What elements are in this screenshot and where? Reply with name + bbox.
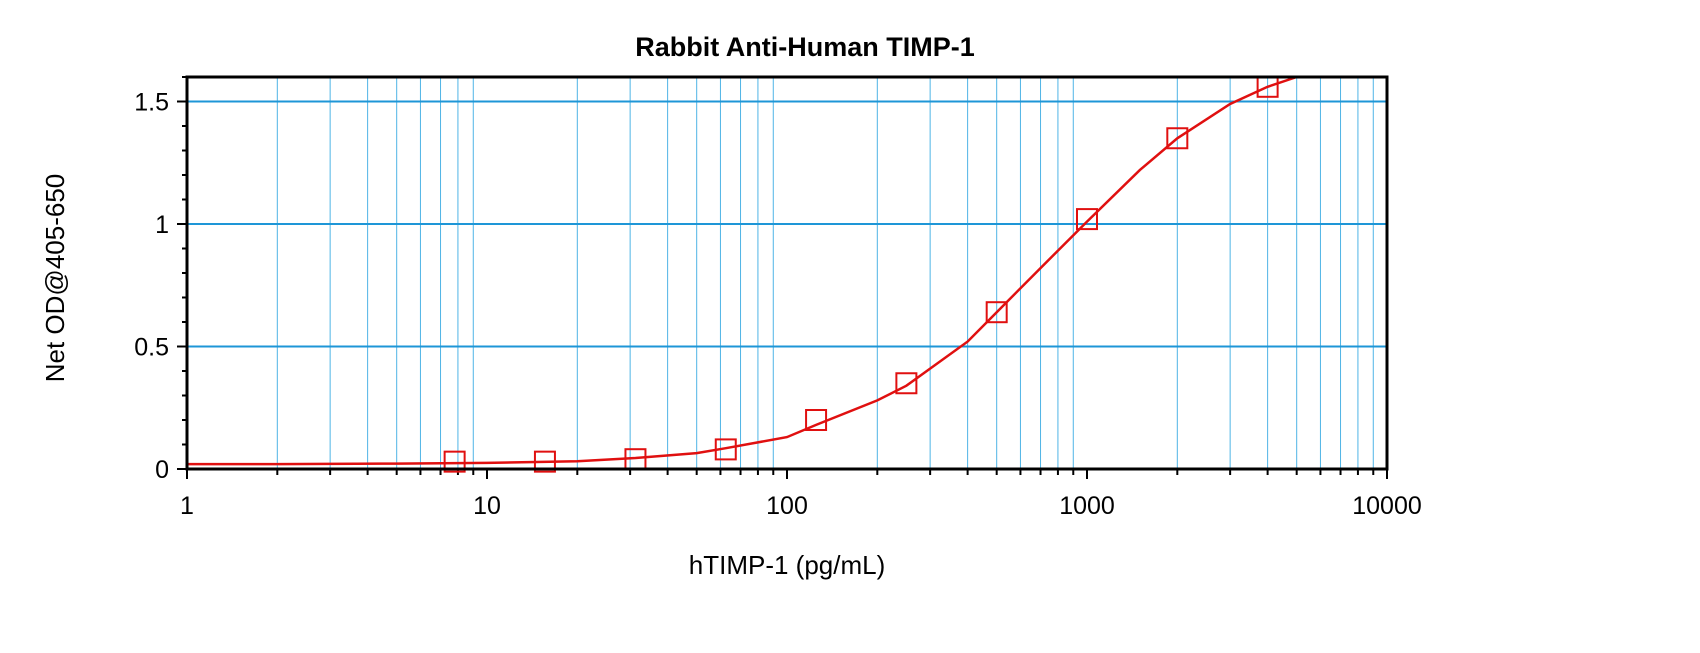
- data-point: [1166, 127, 1189, 150]
- x-tick-label: 10: [473, 492, 501, 520]
- data-point: [443, 450, 466, 473]
- x-tick-label: 10000: [1352, 492, 1422, 520]
- data-point: [895, 372, 918, 395]
- data-point: [1076, 208, 1098, 231]
- tick-labels: 0 0.5 1 1.5 1 10 100 1000 10000: [134, 89, 1422, 521]
- y-axis-label: Net OD@405-650: [40, 174, 70, 383]
- plot-frame: [185, 75, 1389, 471]
- y-tick-label: 1: [155, 211, 169, 239]
- data-point: [714, 438, 737, 461]
- data-point: [805, 409, 828, 431]
- x-tick-label: 100: [766, 492, 808, 520]
- x-tick-label: 1: [180, 492, 194, 520]
- x-axis-label: hTIMP-1 (pg/mL): [689, 550, 886, 580]
- grid: [187, 77, 1387, 470]
- fit-curve: [187, 75, 1298, 466]
- y-tick-label: 0: [155, 456, 169, 484]
- data-point: [533, 450, 556, 473]
- chart-title: Rabbit Anti-Human TIMP-1: [635, 32, 974, 62]
- y-tick-label: 1.5: [134, 89, 169, 117]
- data-point: [985, 301, 1008, 324]
- x-tick-label: 1000: [1059, 492, 1115, 520]
- y-tick-label: 0.5: [134, 334, 169, 362]
